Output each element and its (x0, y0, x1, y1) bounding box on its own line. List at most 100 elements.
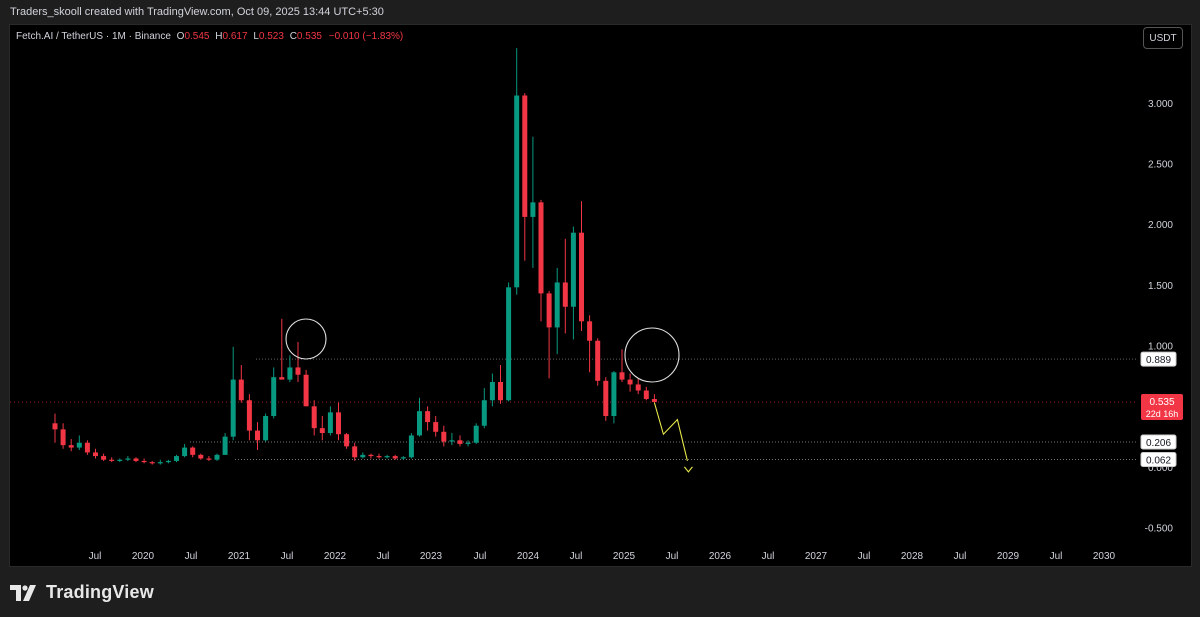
x-tick-label: 2023 (420, 551, 443, 562)
candle-body (214, 454, 220, 460)
footer-brand: TradingView (10, 582, 154, 603)
tradingview-logo-icon (10, 584, 36, 601)
candle-body (603, 380, 609, 417)
candlestick-chart[interactable]: 3.0002.5002.0001.5001.0000.5000.000-0.50… (10, 25, 1192, 567)
low-label: L (253, 31, 259, 42)
candle-body (360, 454, 366, 458)
y-tick-label: 3.000 (1148, 99, 1173, 110)
candle-body (611, 372, 617, 417)
highlight-circle-2021 (285, 318, 327, 360)
candle-body (530, 202, 536, 217)
projection-arrowhead (683, 466, 693, 473)
x-tick-label: 2020 (132, 551, 155, 562)
x-tick-label: 2027 (805, 551, 828, 562)
candle-body (319, 428, 325, 434)
x-tick-label: Jul (281, 551, 294, 562)
candle-body (149, 462, 155, 464)
candle-body (68, 445, 74, 448)
candle-body (635, 384, 641, 391)
candle-body (76, 442, 82, 448)
candle-body (344, 434, 350, 447)
x-tick-label: Jul (185, 551, 198, 562)
candle-body (408, 435, 414, 458)
candle-body (473, 425, 479, 443)
candle-body (465, 442, 471, 444)
chart-area[interactable]: 3.0002.5002.0001.5001.0000.5000.000-0.50… (9, 24, 1192, 567)
candle-body (311, 406, 317, 429)
candle-body (84, 442, 90, 453)
x-tick-label: 2029 (997, 551, 1020, 562)
x-tick-label: Jul (762, 551, 775, 562)
x-tick-label: 2024 (517, 551, 540, 562)
price-level-badge (1140, 434, 1177, 450)
x-tick-label: Jul (474, 551, 487, 562)
open-label: O (176, 31, 185, 42)
projection-path (653, 402, 688, 462)
candle-body (174, 456, 179, 461)
candle-body (425, 411, 431, 423)
candle-body (60, 429, 66, 446)
candle-body (449, 440, 455, 442)
candle-body (627, 379, 633, 385)
candle-body (489, 382, 495, 401)
change-value: −0.010 (−1.83%) (328, 31, 404, 42)
high-value: 0.617 (222, 31, 248, 42)
candle-body (263, 416, 269, 441)
candle-body (595, 340, 601, 381)
last-price-badge (1141, 394, 1183, 421)
candle-body (651, 399, 657, 403)
x-tick-label: 2028 (901, 551, 924, 562)
x-tick-label: Jul (570, 551, 583, 562)
x-tick-label: 2025 (613, 551, 636, 562)
candle-body (295, 367, 301, 375)
candle-body (190, 447, 196, 455)
candle-body (554, 282, 560, 328)
candle-body (498, 382, 503, 401)
y-tick-label: 1.000 (1148, 342, 1173, 353)
y-tick-label: 2.500 (1148, 160, 1173, 171)
candle-body (562, 282, 568, 307)
price-level-badge (1140, 451, 1177, 467)
candle-body (433, 422, 439, 432)
low-value: 0.523 (258, 31, 284, 42)
candle-body (271, 377, 277, 417)
symbol-title: Fetch.AI / TetherUS · 1M · Binance (16, 31, 171, 42)
candle-body (579, 232, 584, 322)
candle-body (93, 452, 98, 457)
candle-body (481, 400, 487, 426)
x-tick-label: Jul (89, 551, 102, 562)
candle-body (303, 374, 309, 407)
candle-body (336, 412, 341, 435)
y-tick-label: 1.500 (1148, 281, 1173, 292)
currency-button[interactable]: USDT (1143, 27, 1183, 49)
candle-body (457, 440, 463, 444)
x-tick-label: 2022 (324, 551, 347, 562)
x-tick-label: 2021 (228, 551, 251, 562)
candle-body (206, 458, 212, 460)
x-tick-label: Jul (1050, 551, 1063, 562)
candle-body (376, 456, 382, 458)
candle-body (182, 447, 188, 457)
candle-body (52, 423, 58, 430)
y-tick-label: 2.000 (1148, 220, 1173, 231)
x-tick-label: Jul (858, 551, 871, 562)
chart-credit: Traders_skooll created with TradingView.… (10, 6, 384, 18)
candle-body (417, 411, 422, 436)
highlight-circle-2025 (624, 327, 680, 383)
candle-body (157, 462, 163, 464)
countdown-label: 22d 16h (1146, 409, 1179, 419)
x-tick-label: 2030 (1093, 551, 1116, 562)
last-price-label: 0.535 (1149, 397, 1174, 408)
candle-body (546, 293, 552, 328)
candle-body (165, 460, 171, 463)
close-label: C (289, 31, 297, 42)
candle-body (238, 379, 244, 401)
candle-body (643, 390, 649, 400)
candle-body (279, 377, 285, 380)
candle-body (384, 456, 390, 458)
price-level-label: 0.206 (1146, 438, 1171, 449)
candle-body (587, 321, 593, 341)
candle-body (101, 456, 107, 460)
x-tick-label: Jul (666, 551, 679, 562)
symbol-legend: Fetch.AI / TetherUS · 1M · Binance O0.54… (16, 31, 403, 42)
